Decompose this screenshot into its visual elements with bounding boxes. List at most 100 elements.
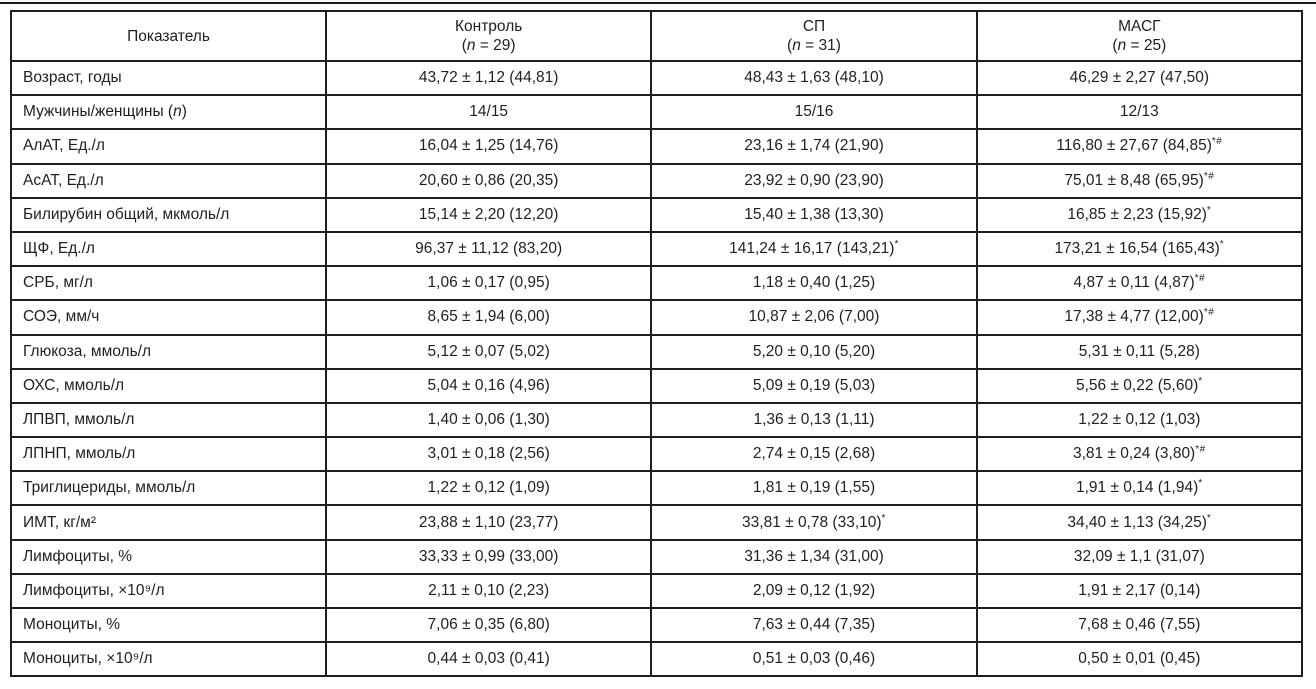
row-label: ЛПВП, ммоль/л: [10, 401, 327, 439]
table-row: Лимфоциты, ×10⁹/л 2,11 ± 0,10 (2,23) 2,09 …: [10, 572, 1304, 610]
value-cell: 43,72 ± 1,12 (44,81): [324, 59, 653, 97]
row-label: ИМТ, кг/м²: [10, 504, 327, 541]
column-title: Показатель: [127, 27, 210, 45]
row-label: СОЭ, мм/ч: [10, 299, 327, 336]
value-cell: 5,04 ± 0,16 (4,96): [324, 367, 653, 404]
row-label: Билирубин общий, мкмоль/л: [10, 196, 327, 233]
column-header: Контроль (n = 29): [324, 10, 653, 62]
row-label: Возраст, годы: [10, 59, 327, 97]
value-cell: 16,04 ± 1,25 (14,76): [324, 128, 653, 165]
table-row: Мужчины/женщины (n) 14/15 15/16 12/13: [10, 94, 1304, 131]
table-row: АлАТ, Ед./л 16,04 ± 1,25 (14,76) 23,16 ± 1…: [10, 128, 1304, 165]
value-cell: 0,51 ± 0,03 (0,46): [650, 641, 978, 678]
value-cell: 1,81 ± 0,19 (1,55): [650, 470, 978, 507]
header-row: Показатель Контроль (n = 29) СП (n = 31) МАСГ…: [10, 10, 1304, 62]
value-cell: 31,36 ± 1,34 (31,00): [650, 538, 978, 575]
value-cell: 15/16: [650, 94, 978, 131]
value-cell: 10,87 ± 2,06 (7,00): [650, 299, 978, 336]
value-cell: 1,18 ± 0,40 (1,25): [650, 265, 978, 302]
row-label: ОХС, ммоль/л: [10, 367, 327, 404]
table-row: Моноциты, ×10⁹/л 0,44 ± 0,03 (0,41) 0,51 ±…: [10, 641, 1304, 678]
value-cell: 96,37 ± 11,12 (83,20): [324, 230, 653, 268]
value-cell: 173,21 ± 16,54 (165,43)*: [975, 230, 1304, 268]
value-cell: 46,29 ± 2,27 (47,50): [975, 59, 1304, 97]
column-title: Контроль: [455, 18, 523, 35]
value-cell: 20,60 ± 0,86 (20,35): [324, 162, 653, 199]
table-row: Возраст, годы 43,72 ± 1,12 (44,81) 48,43 ±…: [10, 59, 1304, 97]
value-cell: 23,88 ± 1,10 (23,77): [324, 504, 653, 541]
value-cell: 0,44 ± 0,03 (0,41): [324, 641, 653, 678]
row-label: ЩФ, Ед./л: [10, 230, 327, 268]
value-cell: 1,22 ± 0,12 (1,03): [975, 401, 1304, 439]
value-cell: 14/15: [324, 94, 653, 131]
row-label: Мужчины/женщины (n): [10, 94, 327, 131]
table-row: ЛПНП, ммоль/л 3,01 ± 0,18 (2,56) 2,74 ± 0,…: [10, 436, 1304, 473]
value-cell: 48,43 ± 1,63 (48,10): [650, 59, 978, 97]
value-cell: 12/13: [975, 94, 1304, 131]
value-cell: 2,09 ± 0,12 (1,92): [650, 572, 978, 610]
value-cell: 5,20 ± 0,10 (5,20): [650, 333, 978, 370]
value-cell: 33,81 ± 0,78 (33,10)*: [650, 504, 978, 541]
value-cell: 0,50 ± 0,01 (0,45): [975, 641, 1304, 678]
table-row: АсАТ, Ед./л 20,60 ± 0,86 (20,35) 23,92 ± 0…: [10, 162, 1304, 199]
value-cell: 32,09 ± 1,1 (31,07): [975, 538, 1304, 575]
row-label: ЛПНП, ммоль/л: [10, 436, 327, 473]
value-cell: 5,12 ± 0,07 (5,02): [324, 333, 653, 370]
row-label: Лимфоциты, %: [10, 538, 327, 575]
table-row: Триглицериды, ммоль/л 1,22 ± 0,12 (1,09) 1…: [10, 470, 1304, 507]
column-title: МАСГ: [1118, 18, 1161, 35]
value-cell: 4,87 ± 0,11 (4,87)*#: [975, 265, 1304, 302]
top-rule-divider: [0, 2, 1316, 4]
value-cell: 5,56 ± 0,22 (5,60)*: [975, 367, 1304, 404]
value-cell: 5,31 ± 0,11 (5,28): [975, 333, 1304, 370]
value-cell: 116,80 ± 27,67 (84,85)*#: [975, 128, 1304, 165]
value-cell: 1,40 ± 0,06 (1,30): [324, 401, 653, 439]
row-label: Лимфоциты, ×10⁹/л: [10, 572, 327, 610]
value-cell: 1,22 ± 0,12 (1,09): [324, 470, 653, 507]
value-cell: 1,36 ± 0,13 (1,11): [650, 401, 978, 439]
value-cell: 1,91 ± 0,14 (1,94)*: [975, 470, 1304, 507]
table-row: СРБ, мг/л 1,06 ± 0,17 (0,95) 1,18 ± 0,40 (…: [10, 265, 1304, 302]
value-cell: 3,81 ± 0,24 (3,80)*#: [975, 436, 1304, 473]
value-cell: 5,09 ± 0,19 (5,03): [650, 367, 978, 404]
table-row: СОЭ, мм/ч 8,65 ± 1,94 (6,00) 10,87 ± 2,06 …: [10, 299, 1304, 336]
table-row: Глюкоза, ммоль/л 5,12 ± 0,07 (5,02) 5,20 ±…: [10, 333, 1304, 370]
row-label: Моноциты, %: [10, 606, 327, 644]
table-row: ИМТ, кг/м² 23,88 ± 1,10 (23,77) 33,81 ± 0,…: [10, 504, 1304, 541]
column-n-count: (n = 25): [1112, 37, 1167, 54]
value-cell: 141,24 ± 16,17 (143,21)*: [650, 230, 978, 268]
column-title: СП: [802, 18, 826, 35]
column-n-count: (n = 31): [787, 37, 841, 54]
table-row: ЛПВП, ммоль/л 1,40 ± 0,06 (1,30) 1,36 ± 0,…: [10, 401, 1304, 439]
row-label: АлАТ, Ед./л: [10, 128, 327, 165]
value-cell: 15,40 ± 1,38 (13,30): [650, 196, 978, 233]
value-cell: 75,01 ± 8,48 (65,95)*#: [975, 162, 1304, 199]
clinical-parameters-table: Показатель Контроль (n = 29) СП (n = 31) МАСГ…: [10, 10, 1304, 678]
value-cell: 2,11 ± 0,10 (2,23): [324, 572, 653, 610]
value-cell: 7,68 ± 0,46 (7,55): [975, 606, 1304, 644]
value-cell: 16,85 ± 2,23 (15,92)*: [975, 196, 1304, 233]
table-header: Показатель Контроль (n = 29) СП (n = 31) МАСГ…: [10, 10, 1304, 62]
column-header: МАСГ (n = 25): [975, 10, 1304, 62]
value-cell: 3,01 ± 0,18 (2,56): [324, 436, 653, 473]
value-cell: 23,16 ± 1,74 (21,90): [650, 128, 978, 165]
table-body: Возраст, годы 43,72 ± 1,12 (44,81) 48,43 ±…: [10, 59, 1304, 678]
column-n-count: (n = 29): [461, 37, 516, 54]
column-header: СП (n = 31): [650, 10, 978, 62]
table-row: Моноциты, % 7,06 ± 0,35 (6,80) 7,63 ± 0,44…: [10, 606, 1304, 644]
row-label: СРБ, мг/л: [10, 265, 327, 302]
column-header: Показатель: [10, 10, 327, 62]
table-row: ЩФ, Ед./л 96,37 ± 11,12 (83,20) 141,24 ± 1…: [10, 230, 1304, 268]
row-label: АсАТ, Ед./л: [10, 162, 327, 199]
value-cell: 2,74 ± 0,15 (2,68): [650, 436, 978, 473]
value-cell: 8,65 ± 1,94 (6,00): [324, 299, 653, 336]
value-cell: 34,40 ± 1,13 (34,25)*: [975, 504, 1304, 541]
value-cell: 1,06 ± 0,17 (0,95): [324, 265, 653, 302]
value-cell: 23,92 ± 0,90 (23,90): [650, 162, 978, 199]
value-cell: 17,38 ± 4,77 (12,00)*#: [975, 299, 1304, 336]
value-cell: 7,63 ± 0,44 (7,35): [650, 606, 978, 644]
value-cell: 7,06 ± 0,35 (6,80): [324, 606, 653, 644]
value-cell: 1,91 ± 2,17 (0,14): [975, 572, 1304, 610]
value-cell: 33,33 ± 0,99 (33,00): [324, 538, 653, 575]
